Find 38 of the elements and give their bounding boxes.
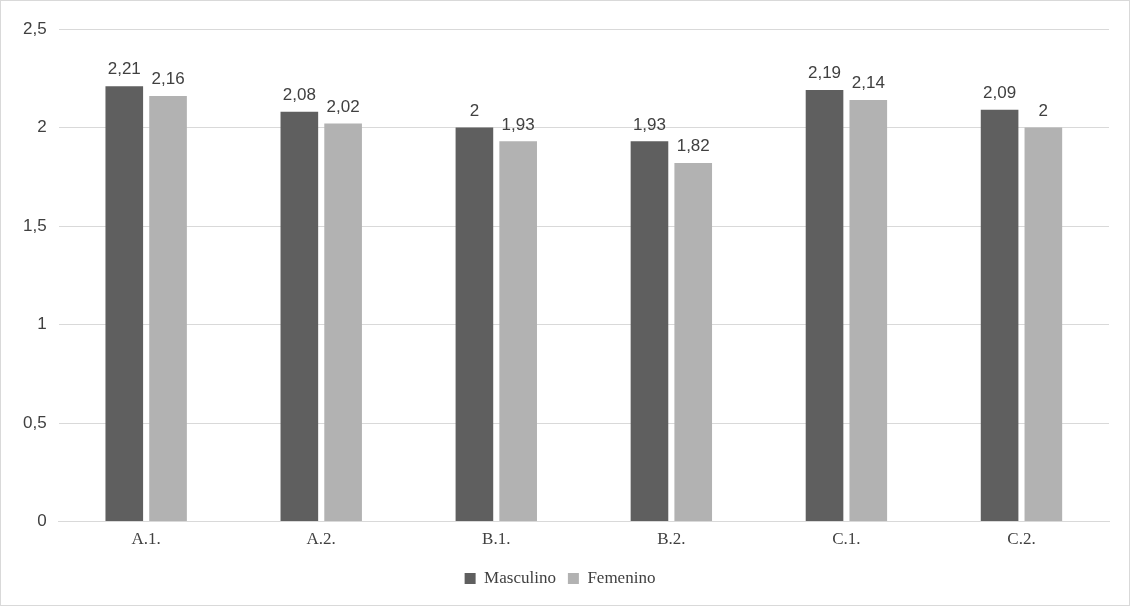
data-label: 2 [1038,100,1049,120]
bar [105,86,144,522]
bar [149,95,187,522]
y-tick-label: 0 [37,511,47,531]
bar [674,162,713,522]
data-label: 1,93 [632,114,667,134]
y-tick-label: 1,5 [22,215,47,235]
bar [1024,127,1063,522]
y-tick-label: 1 [37,314,47,334]
bar [849,99,888,522]
bar [980,109,1019,522]
data-label: 2,09 [983,82,1017,102]
x-tick-label: C.2. [1007,529,1036,549]
x-tick-label: C.1. [832,529,861,549]
data-label: 2,19 [807,63,842,83]
data-label: 2,08 [282,84,316,104]
y-tick-label: 2 [37,117,47,137]
bar [280,111,319,522]
x-tick-label: B.2. [657,529,686,549]
data-label: 2,21 [107,59,141,79]
bar [630,141,669,522]
data-label: 2,14 [851,73,885,93]
x-tick-label: A.1. [131,529,161,549]
data-label: 2,02 [326,96,360,116]
y-tick-label: 0,5 [22,412,47,432]
bar [805,90,844,522]
legend-label: Femenino [587,567,656,587]
bar [455,127,494,522]
data-label: 2 [469,100,480,120]
bar [499,141,537,522]
data-label: 1,82 [676,136,710,156]
y-tick-label: 2,5 [22,18,47,38]
x-tick-label: B.1. [482,529,511,549]
legend-label: Masculino [484,567,556,587]
data-label: 1,93 [501,114,535,134]
bar [324,123,362,522]
data-label: 2,16 [151,69,185,89]
x-tick-label: A.2. [306,529,336,549]
